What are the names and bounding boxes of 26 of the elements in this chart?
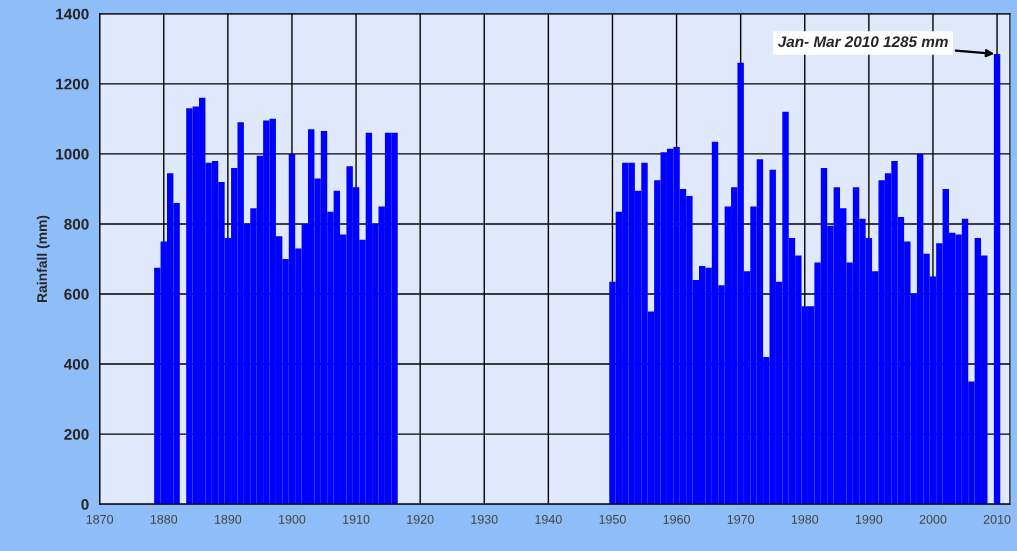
y-tick-label: 200 xyxy=(64,428,89,440)
x-tick-label: 1930 xyxy=(471,514,498,524)
y-axis-title: Rainfall (mm) xyxy=(36,215,50,303)
x-tick-label: 1900 xyxy=(279,514,306,524)
x-tick-label: 2010 xyxy=(983,514,1011,524)
x-tick-label: 1870 xyxy=(86,514,114,524)
x-tick-label: 1920 xyxy=(407,514,434,524)
y-tick-label: 600 xyxy=(64,288,89,300)
x-tick-label: 1950 xyxy=(599,514,626,524)
bar xyxy=(993,54,1001,505)
x-tick-label: 1880 xyxy=(150,514,178,524)
x-tick-label: 1890 xyxy=(214,514,242,524)
x-tick-label: 1940 xyxy=(535,514,562,524)
x-tick-label: 1910 xyxy=(343,514,370,524)
y-tick-label: 1000 xyxy=(56,148,89,160)
x-tick-label: 1990 xyxy=(855,514,883,524)
x-tick-label: 2000 xyxy=(919,514,947,524)
y-tick-label: 1200 xyxy=(56,78,89,90)
x-tick-label: 1970 xyxy=(727,514,755,524)
x-tick-label: 1960 xyxy=(663,514,690,524)
annotation: Jan- Mar 2010 1285 mm xyxy=(777,36,948,48)
y-tick-label: 400 xyxy=(63,358,89,370)
y-tick-label: 1400 xyxy=(56,8,89,20)
y-tick-label: 0 xyxy=(81,499,89,510)
x-tick-label: 1980 xyxy=(791,514,819,524)
y-tick-label: 800 xyxy=(64,218,89,230)
